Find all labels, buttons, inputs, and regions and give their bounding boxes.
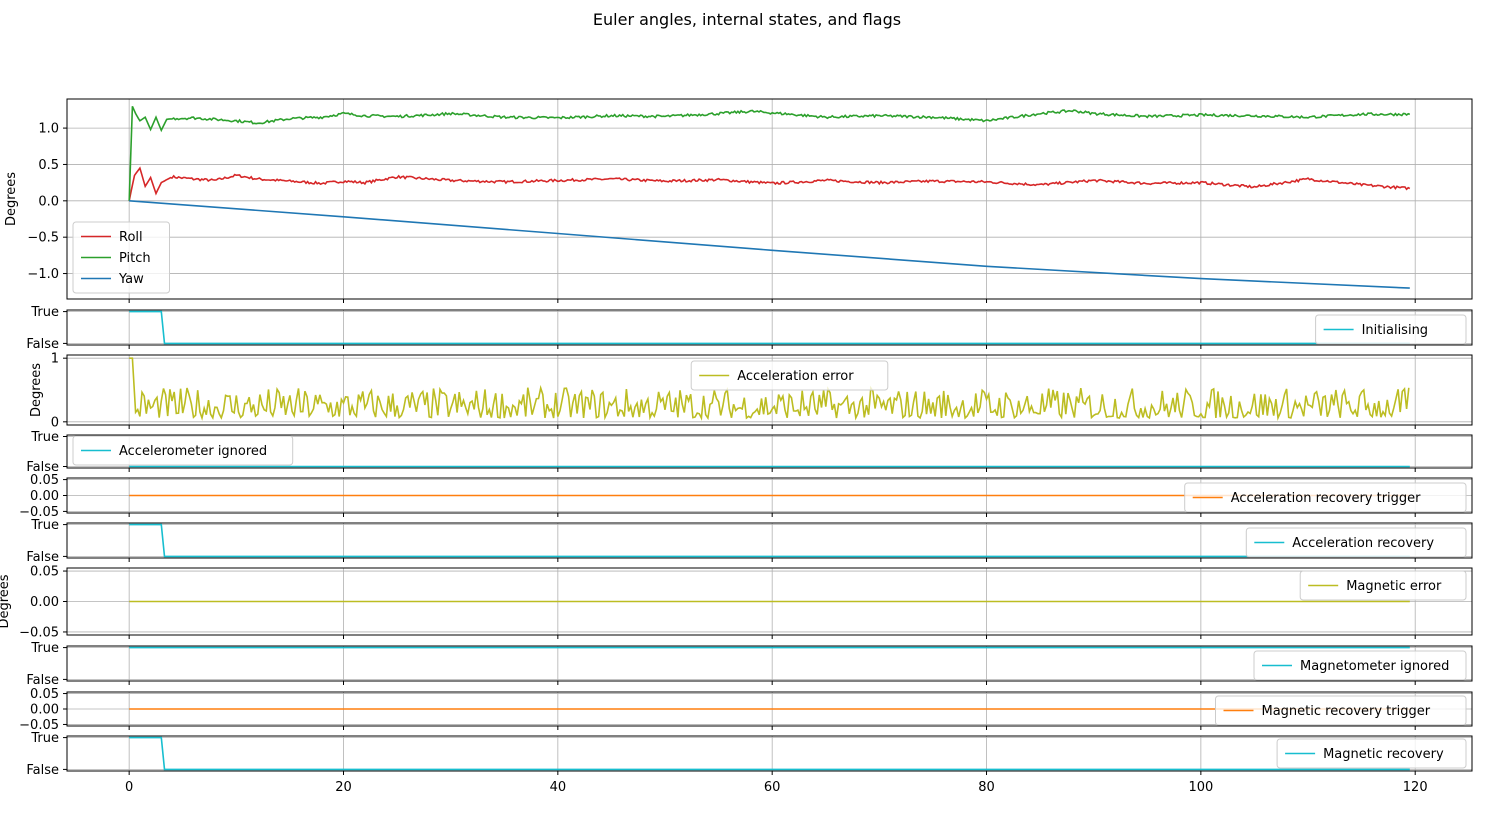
series-line-roll — [129, 168, 1410, 201]
legend-label: Accelerometer ignored — [119, 444, 267, 459]
legend-label: Magnetic error — [1346, 579, 1442, 594]
series-line-acceleration-recovery — [129, 525, 1410, 557]
y-tick-label: 0.00 — [30, 595, 59, 610]
y-tick-label: 0.00 — [30, 489, 59, 504]
y-tick-label: 0.05 — [30, 565, 59, 580]
y-tick-label: 0.00 — [30, 703, 59, 718]
legend-label: Magnetometer ignored — [1300, 659, 1449, 674]
series-line-pitch — [129, 106, 1410, 201]
subplot-1: 1.0 0.5 0.0 −0.5 −1.0 Degrees Roll Pitch Yaw — [4, 99, 1472, 303]
legend: Initialising — [1316, 315, 1466, 344]
y-tick-label: True — [30, 641, 59, 656]
legend-label: Magnetic recovery trigger — [1262, 704, 1431, 719]
legend: Accelerometer ignored — [73, 436, 293, 465]
y-tick-label: −1.0 — [27, 267, 59, 282]
subplot-8: True False Magnetometer ignored — [26, 641, 1472, 688]
legend-label: Yaw — [118, 272, 144, 287]
y-tick-label: True — [30, 305, 59, 320]
legend: Acceleration recovery trigger — [1185, 483, 1466, 512]
legend: Acceleration error — [691, 361, 888, 390]
subplot-6: True False Acceleration recovery — [26, 518, 1472, 565]
legend: Acceleration recovery — [1246, 528, 1466, 557]
series-line-yaw — [129, 201, 1410, 288]
y-axis-label: Degrees — [0, 574, 12, 628]
legend-label: Pitch — [119, 251, 151, 266]
legend-label: Roll — [119, 230, 143, 245]
legend-label: Magnetic recovery — [1323, 747, 1444, 762]
subplot-10: True False 0 20 40 60 80 100 120 Magnetic recover… — [26, 731, 1472, 795]
axes-frame — [67, 99, 1472, 299]
series-line-magnetic-recovery — [129, 738, 1410, 770]
legend-label: Acceleration recovery — [1292, 536, 1434, 551]
legend-label: Acceleration recovery trigger — [1231, 491, 1421, 506]
y-tick-label: 0 — [51, 415, 59, 430]
y-tick-label: True — [30, 518, 59, 533]
legend: Magnetic error — [1300, 571, 1466, 600]
x-tick-label: 60 — [764, 780, 781, 795]
y-tick-label: 0.05 — [30, 687, 59, 702]
axes-frame — [67, 736, 1472, 771]
y-tick-label: 0.5 — [38, 158, 59, 173]
y-tick-label: 0.0 — [38, 194, 59, 209]
legend-label: Acceleration error — [737, 369, 854, 384]
y-tick-label: False — [26, 337, 59, 352]
x-tick-label: 0 — [125, 780, 133, 795]
subplot-7: 0.05 0.00 −0.05 Degrees Magnetic error — [0, 565, 1472, 641]
x-tick-label: 40 — [550, 780, 567, 795]
x-tick-label: 120 — [1403, 780, 1428, 795]
y-tick-label: False — [26, 763, 59, 778]
y-axis-label: Degrees — [29, 363, 44, 417]
x-tick-label: 20 — [335, 780, 352, 795]
y-tick-label: 1.0 — [38, 122, 59, 137]
x-tick-label: 100 — [1188, 780, 1213, 795]
x-tick-label: 80 — [978, 780, 995, 795]
axes-root: 1.0 0.5 0.0 −0.5 −1.0 Degrees Roll Pitch Yaw True… — [0, 99, 1472, 795]
y-tick-label: False — [26, 673, 59, 688]
legend: Magnetometer ignored — [1254, 651, 1466, 680]
subplot-3: 1 0 Degrees Acceleration error — [29, 352, 1472, 431]
y-tick-label: −0.05 — [19, 625, 59, 640]
y-tick-label: True — [30, 731, 59, 746]
y-tick-label: True — [30, 430, 59, 445]
subplot-2: True False Initialising — [26, 305, 1472, 352]
y-tick-label: 1 — [51, 352, 59, 367]
y-tick-label: −0.5 — [27, 231, 59, 246]
y-tick-label: 0.05 — [30, 473, 59, 488]
y-tick-label: False — [26, 550, 59, 565]
axes-frame — [67, 310, 1472, 345]
chart-title: Euler angles, internal states, and flags — [593, 10, 901, 29]
legend: Magnetic recovery — [1277, 739, 1466, 768]
y-axis-label: Degrees — [4, 172, 19, 226]
legend-label: Initialising — [1362, 323, 1428, 338]
series-line-initialising — [129, 312, 1410, 344]
legend: Magnetic recovery trigger — [1216, 696, 1467, 725]
legend: Roll Pitch Yaw — [73, 222, 170, 293]
